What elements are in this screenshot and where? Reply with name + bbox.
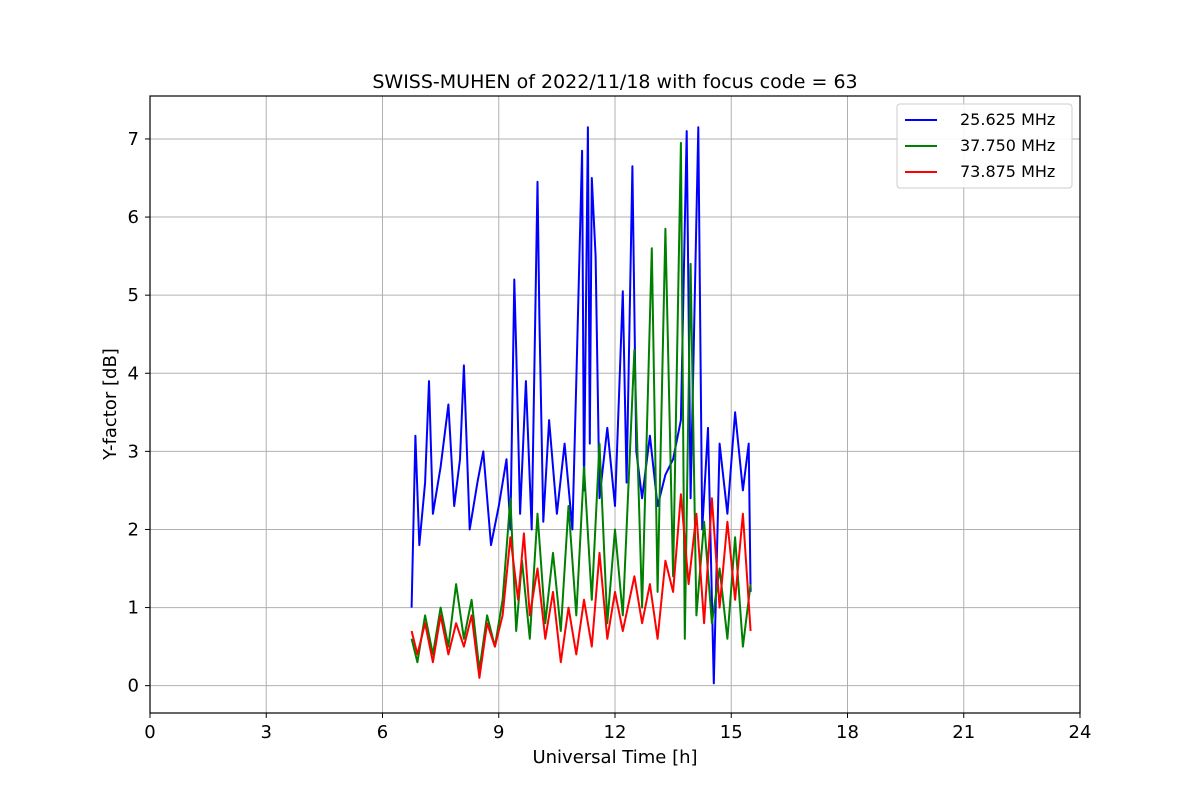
x-axis-title: Universal Time [h]: [532, 747, 697, 768]
y-axis-title: Y-factor [dB]: [100, 348, 121, 461]
series-line-3: [410, 493, 752, 679]
legend-label-2: 37.750 MHz: [960, 136, 1055, 155]
chart-title: SWISS-MUHEN of 2022/11/18 with focus cod…: [372, 71, 857, 93]
legend-label-3: 73.875 MHz: [960, 162, 1055, 181]
series-line-1: [410, 126, 752, 685]
y-tick-label-5: 5: [128, 285, 139, 306]
x-tick-label-8: 24: [1069, 722, 1092, 743]
y-tick-label-6: 6: [128, 207, 139, 228]
legend: 25.625 MHz 37.750 MHz 73.875 MHz: [896, 103, 1073, 189]
x-tick-label-3: 9: [493, 722, 504, 743]
y-tick-label-0: 0: [128, 676, 139, 697]
x-tick-label-1: 3: [261, 722, 272, 743]
y-tick-label-4: 4: [128, 363, 139, 384]
x-tick-label-6: 18: [836, 722, 859, 743]
y-tick-label-1: 1: [128, 598, 139, 619]
x-tick-label-5: 15: [720, 722, 743, 743]
legend-box: [896, 103, 1073, 189]
y-tick-label-2: 2: [128, 519, 139, 540]
x-tick-label-2: 6: [377, 722, 388, 743]
x-tick-label-7: 21: [952, 722, 975, 743]
legend-label-1: 25.625 MHz: [960, 110, 1055, 129]
y-tick-label-7: 7: [128, 129, 139, 150]
y-tick-label-3: 3: [128, 441, 139, 462]
series-line-2: [410, 141, 752, 671]
x-tick-label-0: 0: [144, 722, 155, 743]
x-tick-label-4: 12: [604, 722, 627, 743]
series-layer: [410, 126, 752, 685]
